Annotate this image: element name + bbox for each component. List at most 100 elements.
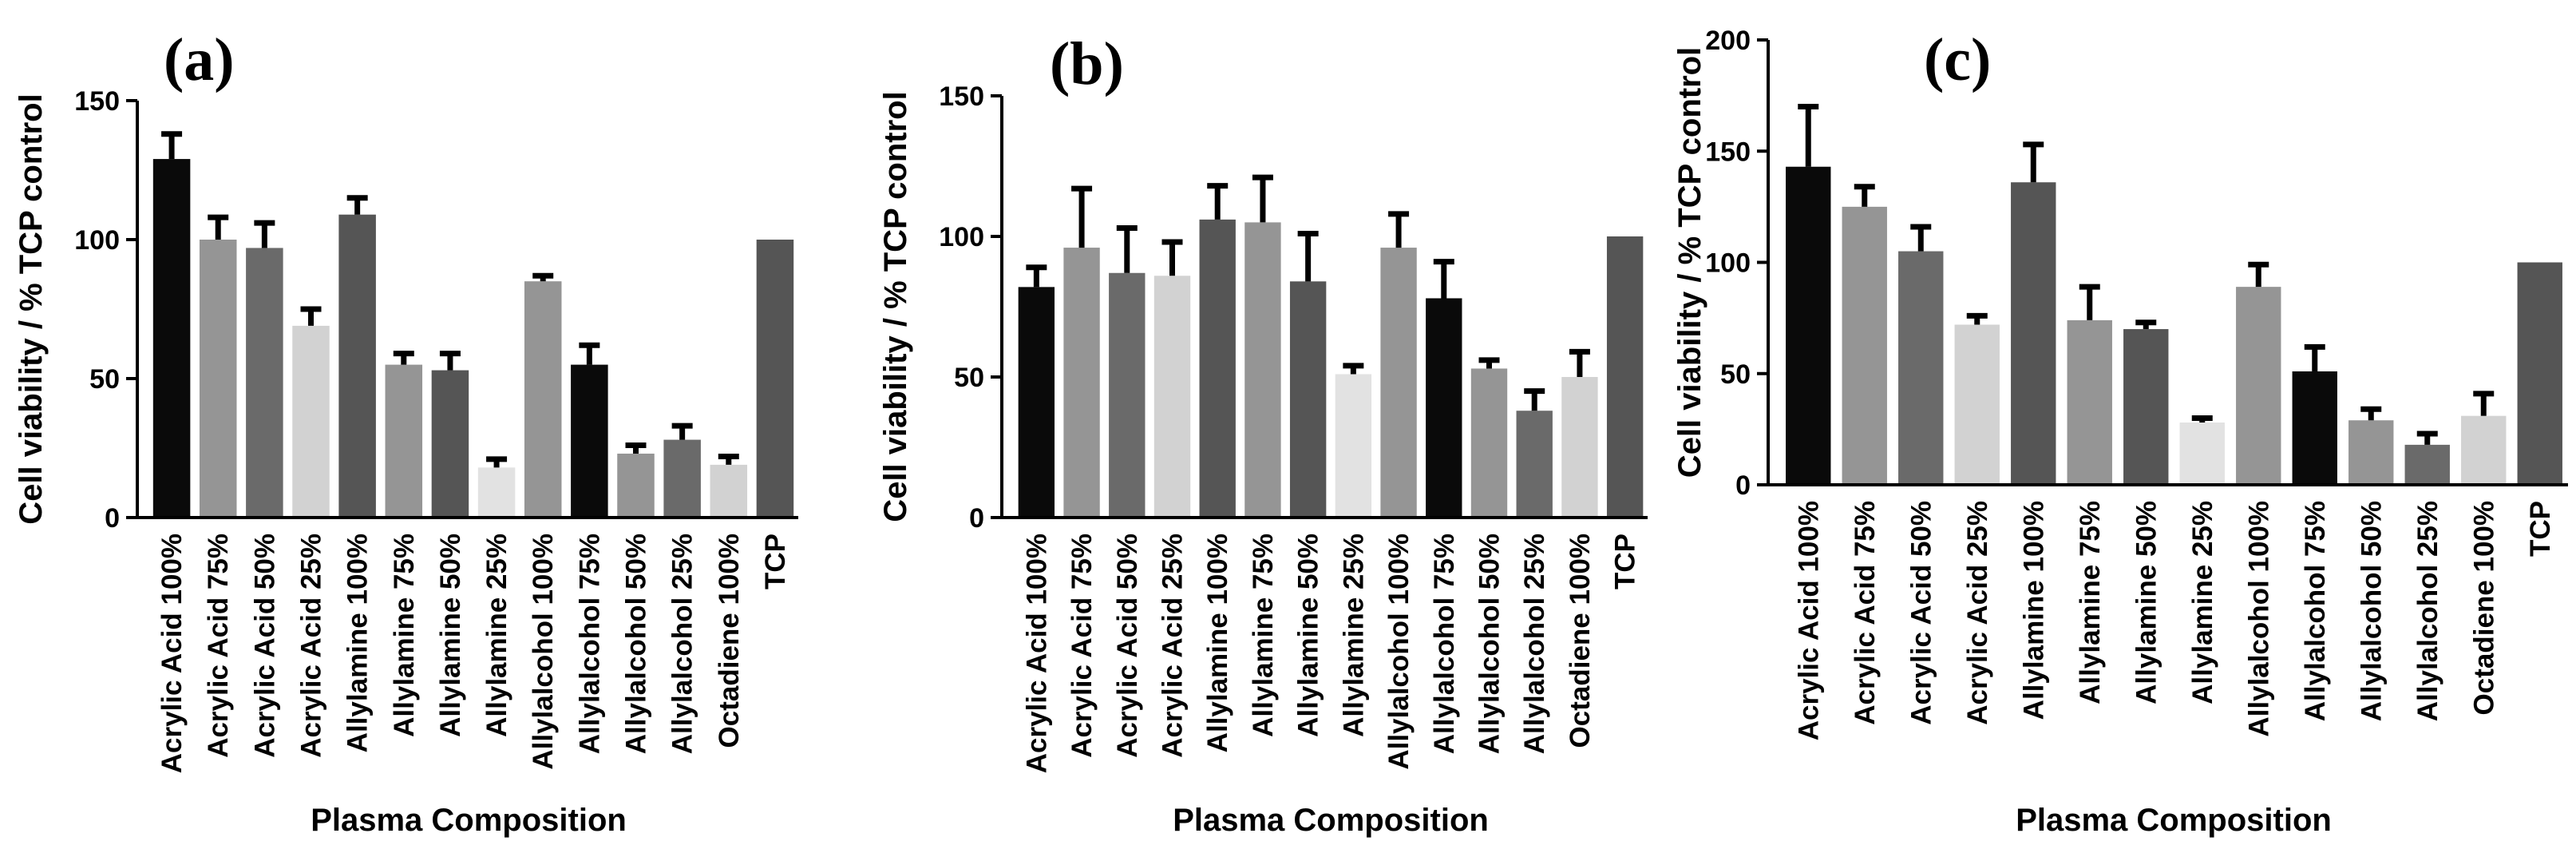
y-tick-label: 100 (939, 222, 984, 252)
bar (2292, 371, 2337, 485)
bar (2517, 262, 2562, 485)
y-axis-title: Cell viability / % TCP control (14, 93, 49, 524)
x-axis-title: Plasma Composition (1173, 803, 1489, 838)
chart-panel-1: (a) 0 50 100 150 Cell viability / % TCP contr… (14, 26, 798, 838)
y-tick-label: 150 (74, 86, 120, 117)
x-category-label: Allylalcohol 25% (667, 534, 698, 754)
y-tick-label: 50 (1720, 359, 1751, 390)
bar (1470, 368, 1508, 518)
x-category-label: Allylalcohol 50% (1474, 534, 1506, 754)
x-category-label: Allylamine 25% (481, 534, 512, 737)
x-category-label: Allylalcohol 75% (1429, 534, 1460, 754)
bar (1335, 374, 1372, 518)
x-category-label: Acrylic Acid 25% (1157, 534, 1189, 758)
y-tick-label: 0 (969, 503, 984, 534)
x-category-label: Acrylic Acid 100% (1021, 534, 1052, 773)
bar (1109, 272, 1146, 518)
x-category-label: Allylamine 100% (342, 534, 374, 752)
x-category-label: TCP (2525, 501, 2556, 557)
bar (1516, 411, 1553, 518)
bar (524, 281, 562, 518)
bar (246, 248, 283, 518)
x-category-label: Acrylic Acid 50% (1112, 534, 1143, 758)
bar (571, 364, 608, 518)
bar (756, 240, 794, 518)
bar (1153, 276, 1191, 518)
bar (1063, 248, 1100, 518)
bar (2236, 287, 2281, 485)
panel-label: (b) (1050, 30, 1124, 97)
y-tick-label: 100 (1705, 248, 1751, 279)
x-category-label: Acrylic Acid 100% (1793, 501, 1824, 740)
x-category-label: Acrylic Acid 50% (1905, 501, 1937, 725)
bar (1426, 298, 1462, 518)
bar (1842, 206, 1887, 485)
x-category-label: TCP (760, 534, 791, 589)
y-axis-title: Cell viability / % TCP control (1672, 47, 1707, 478)
x-category-label: Allylalcohol 100% (1383, 534, 1415, 770)
x-category-label: Allylalcohol 100% (2243, 501, 2274, 737)
bar (1380, 248, 1417, 518)
x-category-label: Allylamine 50% (2131, 501, 2162, 704)
bar (2067, 319, 2112, 485)
x-category-label: Allylamine 100% (2018, 501, 2049, 720)
x-category-label: Allylamine 75% (2075, 501, 2106, 704)
bar (152, 159, 191, 518)
y-tick-label: 50 (954, 363, 984, 393)
x-category-label: Acrylic Acid 75% (203, 534, 234, 758)
x-axis-title: Plasma Composition (311, 803, 627, 838)
x-category-label: Allylalcohol 100% (528, 534, 559, 770)
bar (477, 467, 516, 518)
x-category-label: Allylalcohol 75% (574, 534, 605, 754)
bar (2011, 182, 2056, 486)
bar (2123, 329, 2169, 485)
bar (199, 240, 237, 518)
x-category-label: Acrylic Acid 25% (296, 534, 327, 758)
y-tick-label: 0 (105, 503, 120, 534)
x-category-label: Octadiene 100% (2468, 501, 2499, 715)
y-tick-label: 0 (1735, 470, 1751, 501)
x-category-label: Acrylic Acid 100% (156, 534, 188, 773)
panel-label: (a) (164, 26, 235, 93)
bar (2461, 415, 2507, 485)
bar (663, 439, 701, 518)
panel-label: (c) (1924, 26, 1991, 93)
y-tick-label: 200 (1705, 26, 1751, 56)
x-category-label: Allylamine 50% (1293, 534, 1324, 737)
bar (1289, 281, 1327, 518)
x-category-label: Allylamine 100% (1202, 534, 1233, 752)
bar (2348, 420, 2394, 485)
x-category-label: Allylamine 25% (1338, 534, 1369, 737)
y-tick-label: 150 (1705, 137, 1751, 167)
x-category-label: Allylamine 75% (389, 534, 420, 737)
bar (385, 364, 423, 518)
x-axis-title: Plasma Composition (2016, 803, 2332, 838)
bar (2179, 423, 2225, 485)
x-category-label: Allylalcohol 25% (2412, 501, 2443, 721)
x-category-label: Acrylic Acid 50% (249, 534, 280, 758)
bar (1898, 251, 1944, 485)
bar (617, 453, 655, 518)
chart-panel-2: (b) 0 50 100 150 Cell viability / % TCP contr… (878, 30, 1648, 838)
x-category-label: TCP (1610, 534, 1641, 589)
bar (1244, 222, 1281, 518)
bar (292, 325, 330, 518)
x-category-label: Acrylic Acid 25% (1962, 501, 1993, 725)
x-category-label: Acrylic Acid 75% (1850, 501, 1881, 725)
bar (1561, 377, 1598, 518)
x-category-label: Allylalcohol 50% (621, 534, 652, 754)
x-category-label: Allylamine 50% (435, 534, 466, 737)
bar (1018, 287, 1055, 518)
bar (1606, 236, 1644, 518)
x-category-label: Allylamine 25% (2187, 501, 2218, 704)
bar (431, 370, 469, 518)
y-tick-label: 50 (89, 364, 120, 395)
bar (338, 214, 376, 518)
x-category-label: Octadiene 100% (1565, 534, 1596, 748)
y-tick-label: 100 (74, 225, 120, 256)
bar (2404, 444, 2450, 485)
bar (1199, 219, 1236, 518)
x-category-label: Acrylic Acid 75% (1066, 534, 1098, 758)
